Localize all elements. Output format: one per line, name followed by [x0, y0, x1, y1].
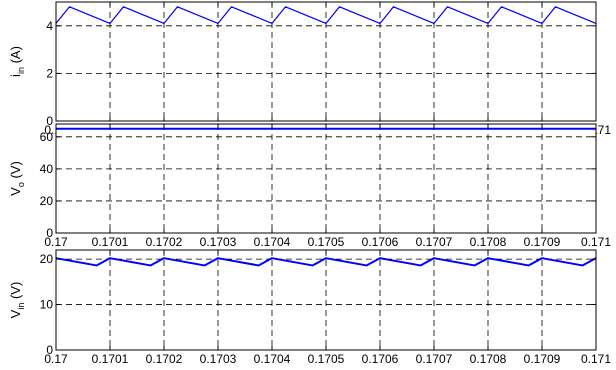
y-axis-label: Vin (V)	[8, 282, 26, 319]
x-tick-label: 0.171	[581, 235, 611, 249]
y-tick-label: 60	[40, 130, 54, 144]
x-tick-label: 0.1705	[308, 352, 345, 366]
y-tick-label: 2	[46, 66, 53, 80]
x-tick-label: 0.1701	[92, 235, 129, 249]
x-tick-label: 0.1703	[200, 352, 237, 366]
y-tick-label: 0	[46, 114, 53, 128]
y-axis-label: Vo (V)	[8, 161, 26, 196]
x-tick-label: 0.1704	[254, 352, 291, 366]
y-tick-label: 10	[40, 298, 54, 312]
x-tick-label: 0.1707	[416, 352, 453, 366]
x-tick-label: 0.17	[44, 235, 68, 249]
x-tick-label: 0.1704	[254, 235, 291, 249]
x-tick-label: 0.1709	[524, 352, 561, 366]
y-tick-label: 20	[40, 194, 54, 208]
x-tick-label: 0.1709	[524, 235, 561, 249]
x-tick-label: 0.1702	[146, 352, 183, 366]
x-tick-label: 0.1703	[200, 235, 237, 249]
x-tick-label: 0.1706	[362, 235, 399, 249]
y-tick-label: 4	[46, 19, 53, 33]
x-tick-label: 0.1701	[92, 352, 129, 366]
series-line	[55, 257, 597, 267]
y-tick-label: 0	[46, 343, 53, 357]
y-tick-label: 0	[46, 226, 53, 240]
x-tick-label: 0.1702	[146, 235, 183, 249]
plot-input-current: 0.170.17010.17020.17030.17040.17050.1706…	[8, 1, 611, 137]
x-tick-label: 0.1708	[470, 352, 507, 366]
y-tick-label: 40	[40, 162, 54, 176]
y-axis-label: iin (A)	[8, 46, 26, 77]
series-line	[55, 6, 597, 25]
x-tick-label: 0.1708	[470, 235, 507, 249]
x-tick-label: 0.1706	[362, 352, 399, 366]
y-tick-label: 20	[40, 252, 54, 266]
x-tick-label: 0.1707	[416, 235, 453, 249]
x-tick-label: 0.1705	[308, 235, 345, 249]
plot-area	[56, 2, 596, 121]
x-tick-label: 0.17	[44, 352, 68, 366]
plot-output-voltage: 0.17 0.1701 0.1702 0.1703 0.1704 0.1705 0.1706…	[8, 123, 611, 249]
plot-input-voltage: 0.17 0.1701 0.1702 0.1703 0.1704 0.1705 0.1706…	[8, 249, 611, 366]
x-tick-label: 0.171	[581, 352, 611, 366]
